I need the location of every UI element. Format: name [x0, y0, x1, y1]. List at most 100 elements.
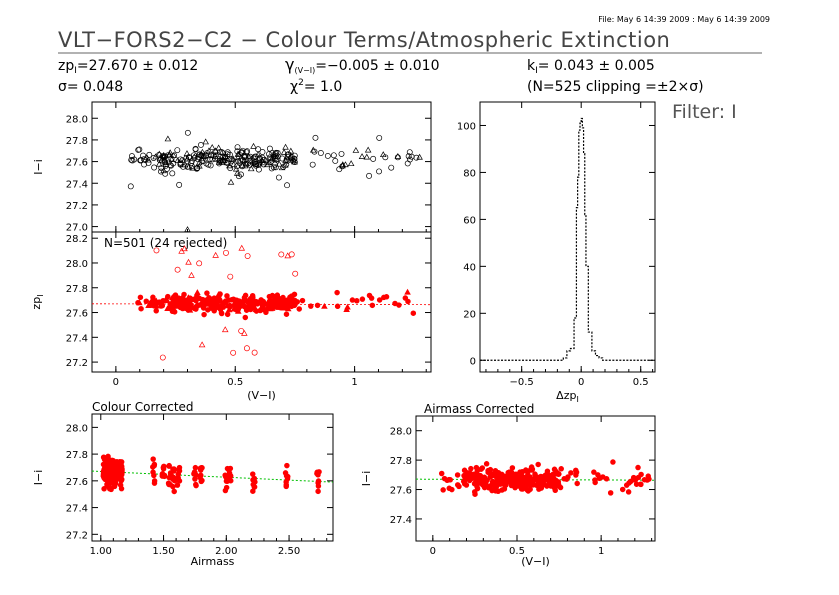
chi-readout: χ2= 1.0: [290, 78, 342, 95]
data-point: [501, 486, 508, 492]
data-point: [190, 152, 197, 159]
data-point: [402, 295, 409, 301]
data-point: [202, 138, 209, 145]
data-point: [284, 182, 290, 189]
data-point: [193, 297, 199, 304]
data-point: [218, 158, 226, 165]
data-point: [183, 155, 190, 162]
data-point: [392, 300, 398, 307]
data-point: [376, 134, 383, 141]
data-point: [168, 156, 176, 162]
data-point: [279, 304, 286, 311]
gamma-readout: γ(V−I)=−0.005 ± 0.010: [285, 55, 440, 75]
data-point: [148, 299, 155, 306]
data-point: [228, 156, 235, 163]
data-point: [274, 295, 281, 302]
data-point: [410, 310, 417, 316]
data-point: [338, 150, 345, 157]
file-stamp: File: May 6 14:39 2009 : May 6 14:39 200…: [598, 15, 770, 24]
data-point: [242, 314, 249, 321]
data-point: [118, 463, 125, 470]
data-point: [212, 152, 219, 159]
data-point: [493, 473, 499, 480]
data-point: [216, 157, 223, 164]
plot-airmass_corr: 27.4 27.6 27.8 28.0 0 0.5 1 Airmass Corrected I−…: [360, 402, 656, 568]
data-point: [446, 476, 452, 483]
data-point: [164, 305, 171, 311]
y-axis-label: I−i: [32, 470, 45, 486]
data-point: [191, 153, 198, 160]
rejected-point: [223, 249, 229, 256]
chi-superscript: 2: [298, 78, 304, 88]
data-point: [171, 488, 177, 495]
data-point: [330, 152, 337, 159]
data-point: [283, 156, 290, 163]
data-point: [284, 462, 290, 469]
data-point: [281, 299, 288, 305]
data-point: [485, 467, 491, 474]
zp-value: =27.670 ± 0.012: [77, 58, 198, 74]
rejected-point: [238, 244, 246, 251]
data-point: [461, 467, 468, 474]
clipping-readout: (N=525 clipping =±2×σ): [527, 79, 704, 95]
k-subscript: I: [535, 66, 538, 76]
data-point: [275, 160, 283, 167]
data-point: [405, 153, 412, 160]
data-point: [247, 165, 255, 172]
data-point: [287, 296, 295, 303]
data-point: [201, 297, 207, 304]
data-point: [199, 148, 206, 155]
x-tick-label: 0.5: [509, 546, 525, 557]
data-point: [446, 485, 452, 492]
data-point: [210, 152, 217, 159]
data-point: [339, 161, 347, 168]
data-point: [537, 476, 544, 482]
data-point: [627, 478, 634, 485]
data-point: [524, 480, 531, 487]
data-point: [280, 294, 286, 301]
rejected-point: [188, 271, 195, 278]
data-point: [506, 469, 513, 475]
data-point: [211, 299, 217, 305]
data-point: [312, 134, 319, 141]
data-point: [641, 476, 648, 483]
data-point: [151, 480, 158, 486]
data-point: [135, 299, 141, 306]
data-point: [198, 478, 205, 485]
data-point: [181, 297, 187, 303]
x-tick-label: 1.00: [90, 546, 112, 557]
x-axis-label: (V−I): [521, 555, 550, 568]
data-point: [364, 146, 372, 153]
data-point: [150, 469, 156, 475]
data-point: [151, 164, 158, 171]
y-tick-label: 27.8: [390, 456, 412, 467]
data-point: [379, 151, 387, 158]
data-point: [474, 483, 480, 490]
data-point: [135, 146, 142, 153]
data-point: [230, 160, 238, 167]
data-point: [248, 304, 255, 310]
rejected-point: [244, 253, 251, 260]
data-point: [220, 154, 226, 161]
y-axis-label: I−i: [360, 471, 373, 487]
data-point: [171, 297, 177, 304]
data-point: [194, 164, 201, 171]
y-tick-label: 27.6: [66, 477, 88, 488]
zp-subscript: I: [74, 66, 77, 76]
x-axis-label: ΔzpI: [556, 389, 579, 404]
data-point: [268, 165, 275, 172]
data-point: [280, 148, 288, 155]
data-point: [489, 478, 496, 485]
data-point: [376, 297, 383, 303]
y-tick-label: 28.0: [66, 114, 88, 125]
y-tick-label: 27.4: [66, 333, 88, 344]
data-point: [273, 156, 280, 163]
data-point: [272, 164, 279, 171]
data-point: [226, 162, 233, 169]
rejected-point: [241, 329, 248, 336]
rejected-point: [251, 349, 258, 356]
x-tick-label: 0: [430, 546, 436, 557]
data-point: [217, 157, 223, 164]
data-point: [187, 295, 193, 301]
